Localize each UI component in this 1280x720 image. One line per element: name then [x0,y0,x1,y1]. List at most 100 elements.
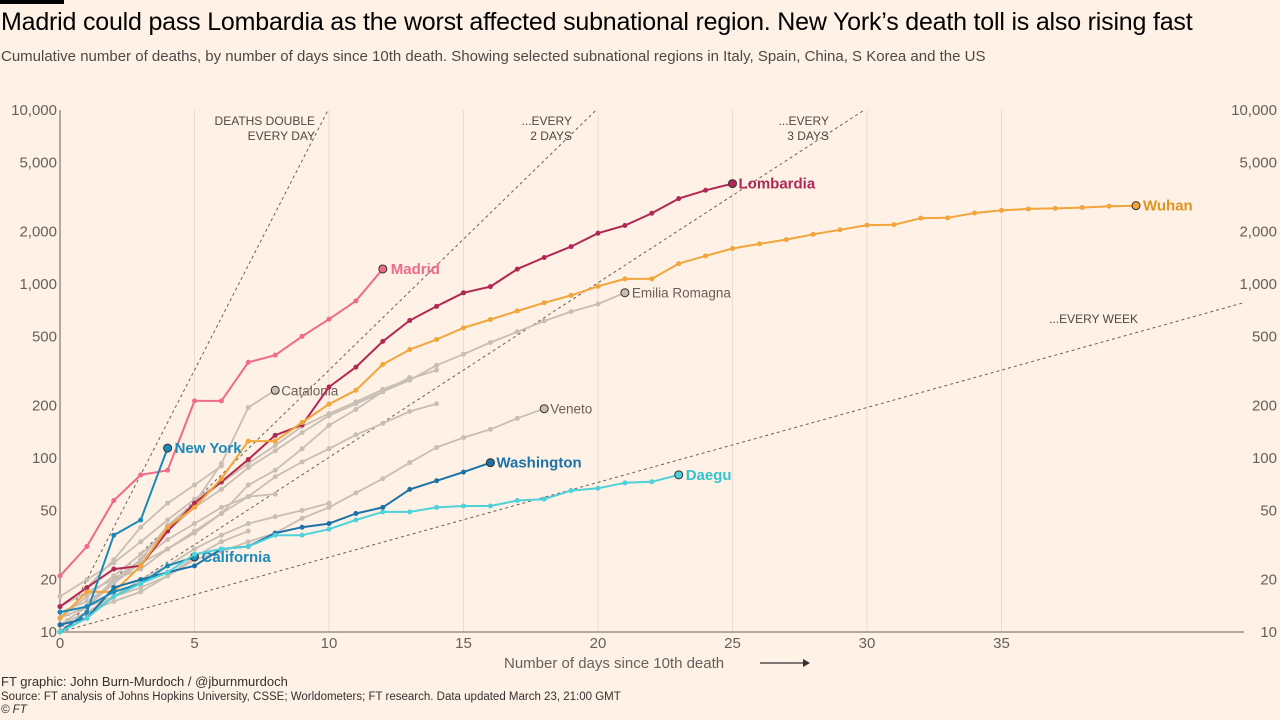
source-note: Source: FT analysis of Johns Hopkins Uni… [1,691,621,703]
data-point [434,303,440,309]
y-tick-label-right: 50 [1260,502,1277,519]
data-point [461,469,466,475]
data-point [245,528,251,534]
data-point [192,528,197,534]
data-point [272,514,278,520]
data-point [218,398,224,404]
data-point [138,585,144,591]
graphic-credit: FT graphic: John Burn-Murdoch / @jburnmu… [1,674,288,689]
data-point [1106,203,1112,209]
series-end-marker [378,264,388,274]
x-tick-label: 20 [590,635,607,652]
data-point [299,524,305,530]
data-point [138,563,144,569]
chart-title: Madrid could pass Lombardia as the worst… [1,8,1193,36]
x-tick-label: 25 [724,635,741,652]
data-point [326,446,332,452]
data-point [568,309,574,315]
series-line [59,291,626,608]
data-point [730,245,735,251]
data-point [326,401,332,407]
doubling-line-label: ...EVERY WEEK [1049,312,1138,326]
y-tick-label-left: 100 [32,450,57,467]
data-point [111,577,117,583]
data-point [299,459,305,465]
data-point [326,521,332,527]
y-tick-label-right: 2,000 [1239,224,1277,241]
data-point [218,532,224,538]
data-point [487,284,493,290]
data-point [245,359,251,365]
data-point [891,222,897,228]
y-tick-label-right: 1,000 [1239,276,1277,293]
data-point [299,333,305,339]
series-end-marker [163,443,173,453]
data-point [918,215,924,221]
data-point [245,465,251,471]
data-point [165,546,171,552]
data-point [84,589,90,595]
x-axis-label: Number of days since 10th death [504,655,724,672]
y-tick-label-left: 200 [32,398,57,415]
doubling-line [60,302,1244,632]
data-point [810,231,816,237]
series-madrid: Madrid [57,261,440,579]
data-point [353,298,359,304]
data-point [138,580,144,586]
data-point [353,432,359,438]
y-tick-label-right: 500 [1252,328,1277,345]
data-point [299,532,305,538]
data-point [272,491,278,497]
series-emilia-romagna: Emilia Romagna [57,286,731,610]
series-label: Veneto [550,402,592,417]
data-point [407,317,413,323]
data-point [192,504,197,510]
data-point [703,253,709,259]
data-point [111,557,117,563]
series-label: New York [175,440,243,457]
data-point [111,585,117,591]
data-point [299,507,305,513]
data-point [837,227,843,233]
y-tick-label-left: 10,000 [11,102,57,119]
data-point [138,524,144,530]
data-point [138,557,144,563]
data-point [326,504,332,510]
data-point [245,544,251,550]
data-point [434,478,440,484]
data-point [245,539,251,545]
data-point [568,488,574,494]
data-point [165,467,171,473]
y-tick-label-left: 10 [40,624,57,641]
data-point [218,510,224,516]
series-label: Daegu [686,467,732,484]
data-point [245,438,251,444]
data-point [111,497,117,503]
data-point [514,497,520,503]
data-point [326,384,332,390]
data-point [972,210,978,216]
x-tick-label: 30 [859,635,876,652]
doubling-line-label: DEATHS DOUBLE [215,114,315,128]
data-point [434,362,440,368]
data-point [461,325,466,331]
data-point [272,448,278,454]
data-point [1025,206,1031,212]
data-point [299,515,305,521]
data-point [703,187,709,193]
data-point [299,430,305,436]
data-point [272,438,278,444]
data-point [326,526,332,532]
y-tick-label-left: 2,000 [19,224,57,241]
series-end-marker [674,470,684,480]
series-unnamed-region [57,528,251,628]
x-tick-label: 10 [321,635,338,652]
data-point [541,255,547,261]
data-point [514,415,520,421]
series-new-york: New York [57,440,243,635]
data-point [353,510,359,516]
data-point [165,573,171,579]
data-point [57,609,63,615]
data-point [487,317,493,323]
